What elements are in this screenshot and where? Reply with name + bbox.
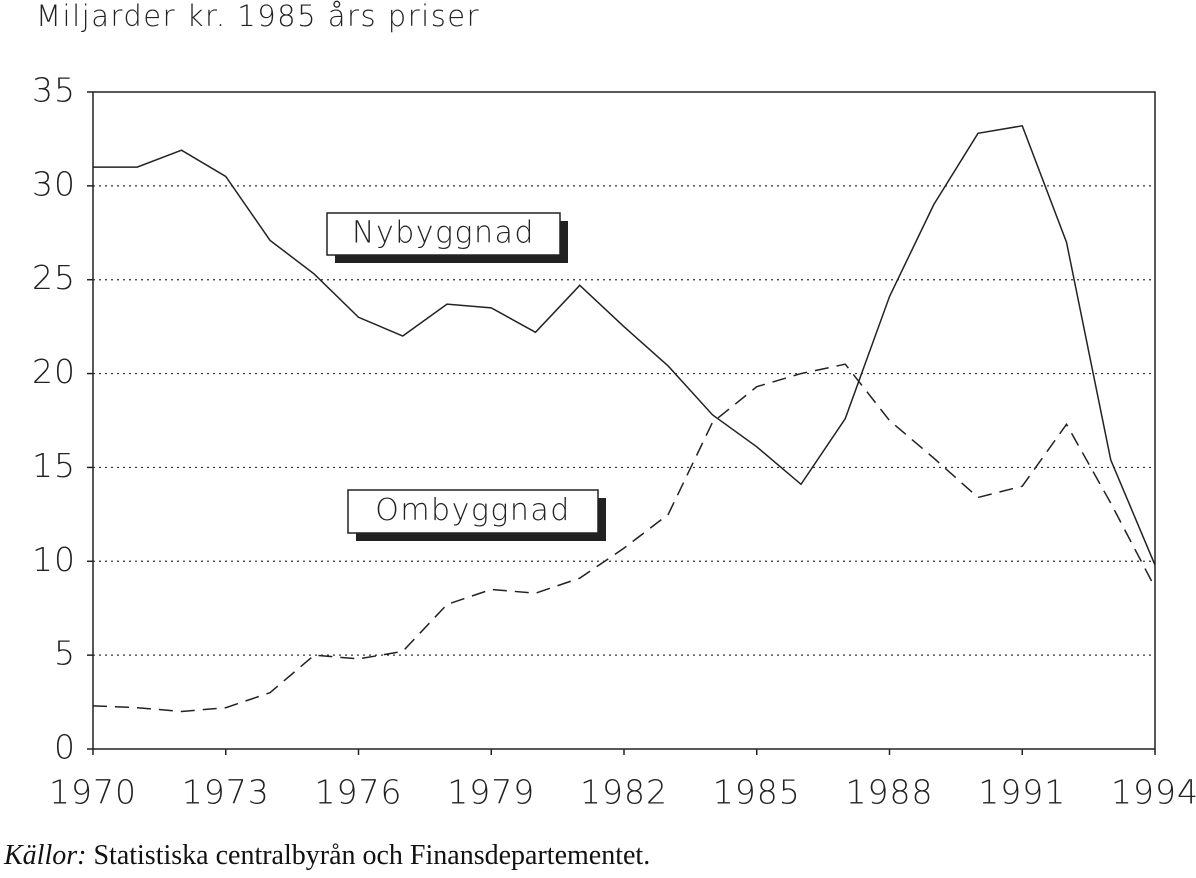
x-tick-label: 1988 — [846, 773, 934, 812]
source-prefix: Källor: — [3, 840, 86, 871]
y-tick-label: 10 — [32, 540, 76, 579]
y-tick-label: 30 — [32, 164, 76, 203]
data-line — [92, 363, 1156, 713]
x-tick-label: 1985 — [713, 773, 801, 812]
source: Källor: Statistiska centralbyrån och Fin… — [3, 840, 650, 871]
y-tick-label: 25 — [32, 258, 76, 297]
legend-box — [326, 212, 561, 256]
y-tick-label: 5 — [54, 634, 76, 673]
y-tick-label: 0 — [54, 728, 76, 767]
legend-label: Nybyggnad — [352, 216, 535, 251]
y-tick-label: 35 — [32, 71, 76, 110]
x-tick-label: 1991 — [978, 773, 1066, 812]
x-tick-label: 1994 — [1111, 773, 1196, 812]
x-tick-label: 1970 — [49, 773, 137, 812]
legend-box — [347, 489, 599, 534]
plot-frame — [92, 91, 1156, 750]
x-tick-label: 1973 — [182, 773, 270, 812]
data-line — [93, 124, 1156, 566]
legend-label: Ombyggnad — [375, 493, 571, 528]
x-tick-label: 1976 — [315, 773, 403, 812]
x-tick-label: 1979 — [447, 773, 535, 812]
y-axis-label: Miljarder kr. 1985 års priser — [36, 0, 480, 33]
y-tick-label: 15 — [32, 446, 76, 485]
y-tick-label: 20 — [32, 352, 76, 391]
x-tick-label: 1982 — [580, 773, 668, 812]
source-text: Statistiska centralbyrån och Finansdepar… — [93, 840, 650, 871]
